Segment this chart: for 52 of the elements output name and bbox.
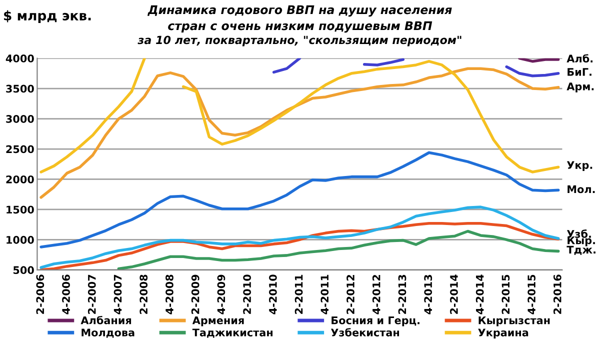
y-axis-title: $ млрд экв. xyxy=(4,10,91,24)
y-tick-label: 3000 xyxy=(6,115,34,123)
line-series xyxy=(40,151,560,248)
annotation: Кыр. xyxy=(568,236,595,246)
x-tick-label: 4-2014 xyxy=(476,274,484,314)
x-tick-label: 4-2008 xyxy=(166,274,174,314)
y-tick-label: 1000 xyxy=(6,236,34,244)
legend-label: Узбекистан xyxy=(330,328,400,336)
legend-label: Армения xyxy=(192,316,244,326)
y-tick-label: 2500 xyxy=(6,145,34,154)
line-series xyxy=(40,67,560,199)
y-tick-label: 1500 xyxy=(6,206,34,214)
legend-label: Украина xyxy=(478,328,528,338)
legend-label: Таджикистан xyxy=(192,328,272,338)
line-series xyxy=(117,230,560,270)
x-tick-label: 2-2010 xyxy=(243,274,251,314)
x-tick-label: 2-2008 xyxy=(140,274,148,314)
annotation: Укр. xyxy=(566,161,592,171)
chart-subtitle: за 10 лет, поквартально, "скользящим периодом" xyxy=(138,36,462,46)
x-tick-label: 4-2015 xyxy=(528,274,536,314)
y-tick-label: 3500 xyxy=(6,84,34,93)
x-tick-label: 2-2013 xyxy=(398,274,406,314)
x-tick-label: 4-2009 xyxy=(217,274,226,314)
legend-label: Албания xyxy=(80,316,132,324)
x-tick-label: 2-2011 xyxy=(294,274,303,314)
x-tick-label: 2-2016 xyxy=(553,274,562,314)
legend-label: Кыргызстан xyxy=(478,316,550,326)
x-tick-label: 2-2006 xyxy=(36,274,44,314)
annotation: Узб. xyxy=(566,229,591,238)
x-tick-label: 4-2012 xyxy=(372,275,380,314)
annotation: Арм. xyxy=(566,82,594,92)
y-tick-label: 4000 xyxy=(6,54,34,62)
x-tick-label: 4-2007 xyxy=(114,274,122,314)
y-tick-label: 2000 xyxy=(6,175,34,184)
x-tick-label: 2-2007 xyxy=(88,274,96,314)
x-tick-label: 2-2009 xyxy=(191,274,200,314)
legend-label: Босния и Герц. xyxy=(332,316,420,326)
y-tick-label: 500 xyxy=(13,266,34,274)
x-tick-label: 2-2012 xyxy=(346,275,354,314)
x-tick-label: 4-2006 xyxy=(62,274,70,314)
legend-label: Молдова xyxy=(82,328,134,338)
x-tick-label: 4-2011 xyxy=(320,274,329,314)
x-tick-label: 2-2014 xyxy=(450,274,458,314)
annotation: БиГ. xyxy=(568,68,592,76)
annotation: Мол. xyxy=(568,185,595,194)
line-series xyxy=(40,206,560,269)
annotation: Алб. xyxy=(566,54,593,63)
x-tick-label: 4-2010 xyxy=(268,274,277,314)
x-tick-label: 2-2015 xyxy=(502,274,510,314)
x-tick-label: 4-2013 xyxy=(424,274,432,314)
chart-title: Динамика годового ВВП на душу населения стран с очень низким подушевым ВВП xyxy=(147,5,452,33)
annotation: Тдж. xyxy=(566,246,596,255)
